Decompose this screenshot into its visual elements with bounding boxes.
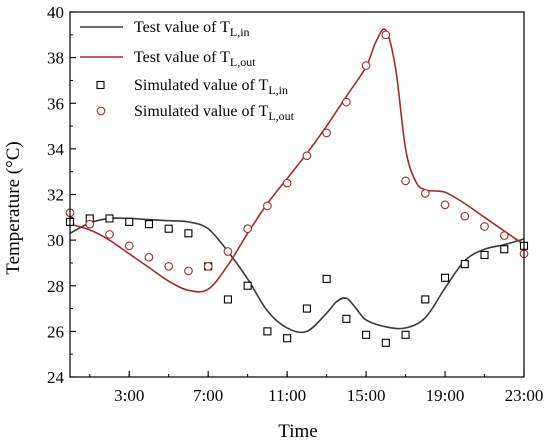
data-point-circle	[124, 241, 134, 251]
legend-label-main: Test value of T	[134, 49, 230, 66]
data-point-circle	[263, 201, 272, 211]
data-point-square	[500, 245, 509, 254]
legend-label-subscript: L,out	[230, 55, 256, 69]
legend-entry-0: Test value of TL,in	[80, 19, 250, 39]
data-point-circle	[420, 189, 430, 198]
data-point-circle	[164, 262, 174, 271]
axes: 24 26 28 30 32 34 36 38 40 3:00 7:00 11:00 15:00 19:0…	[47, 3, 543, 405]
data-point-square	[223, 295, 232, 304]
data-point-square	[144, 220, 154, 229]
legend-circle-swatch	[96, 106, 106, 116]
x-axis-title: Time	[278, 421, 317, 442]
data-point-circle	[203, 262, 213, 271]
data-point-circle	[223, 247, 233, 256]
y-tick-label: 36	[47, 94, 64, 113]
y-axis-title: Temperature (°C)	[3, 141, 24, 274]
legend-label: Simulated value of TL,out	[134, 103, 295, 123]
data-point-circle	[440, 200, 450, 210]
legend-label-subscript: L,in	[230, 25, 250, 39]
legend-label-main: Test value of T	[134, 19, 230, 36]
data-point-square	[243, 281, 252, 290]
data-point-square	[342, 314, 351, 323]
data-point-circle	[322, 128, 331, 138]
y-tick-label: 32	[47, 186, 64, 205]
data-point-circle	[460, 211, 470, 221]
data-point-square	[283, 334, 292, 343]
series-line	[69, 28, 525, 293]
series-line	[69, 217, 525, 334]
data-point-circle	[302, 151, 312, 161]
legend-label-subscript: L,out	[268, 109, 294, 123]
y-tick-label: 28	[47, 277, 64, 296]
y-tick-label: 24	[47, 368, 65, 387]
y-tick-label: 26	[47, 322, 64, 341]
data-point-square	[302, 304, 311, 313]
data-point-circle	[105, 230, 114, 239]
data-point-square	[381, 338, 390, 347]
x-tick-label: 23:00	[505, 386, 544, 405]
data-point-square	[322, 274, 331, 283]
legend-label-subscript: L,in	[268, 83, 288, 97]
legend-label: Test value of TL,out	[134, 49, 256, 69]
data-point-circle	[144, 252, 154, 262]
data-point-square	[184, 229, 193, 238]
x-tick-label: 7:00	[193, 386, 223, 405]
data-point-circle	[184, 266, 193, 276]
y-tick-label: 40	[47, 3, 64, 22]
data-point-square	[440, 273, 450, 282]
data-point-circle	[381, 30, 391, 40]
legend-entry-3: Simulated value of TL,out	[96, 103, 295, 123]
series-1	[69, 28, 525, 293]
data-point-circle	[361, 61, 371, 70]
data-point-square	[362, 330, 371, 339]
legend-entry-1: Test value of TL,out	[80, 49, 256, 69]
data-point-square	[105, 214, 114, 223]
y-tick-label: 38	[47, 49, 64, 68]
data-point-circle	[243, 224, 253, 234]
data-point-square	[460, 260, 469, 269]
series-3	[65, 30, 529, 276]
legend-label: Simulated value of TL,in	[134, 77, 288, 97]
data-point-circle	[341, 97, 351, 107]
data-point-circle	[401, 176, 410, 186]
legend-label: Test value of TL,in	[134, 19, 250, 39]
legend-label-main: Simulated value of T	[134, 103, 269, 120]
data-point-square	[263, 327, 272, 336]
y-tick-label: 30	[47, 231, 64, 250]
legend-entry-2: Simulated value of TL,in	[96, 77, 288, 97]
data-point-circle	[499, 231, 509, 240]
legend-label-main: Simulated value of T	[134, 77, 269, 94]
data-point-square	[164, 224, 173, 233]
x-tick-label: 11:00	[268, 386, 306, 405]
x-tick-label: 3:00	[114, 386, 144, 405]
legend-square-swatch	[96, 80, 105, 90]
data-point-circle	[85, 219, 95, 229]
data-point-circle	[480, 222, 489, 231]
data-point-square	[401, 330, 410, 339]
data-point-circle	[282, 178, 292, 188]
series-0	[69, 217, 525, 334]
y-tick-label: 34	[47, 140, 65, 159]
data-point-square	[421, 295, 430, 304]
x-tick-label: 19:00	[426, 386, 465, 405]
x-tick-label: 15:00	[347, 386, 386, 405]
data-point-square	[480, 250, 489, 260]
data-point-square	[125, 217, 134, 226]
